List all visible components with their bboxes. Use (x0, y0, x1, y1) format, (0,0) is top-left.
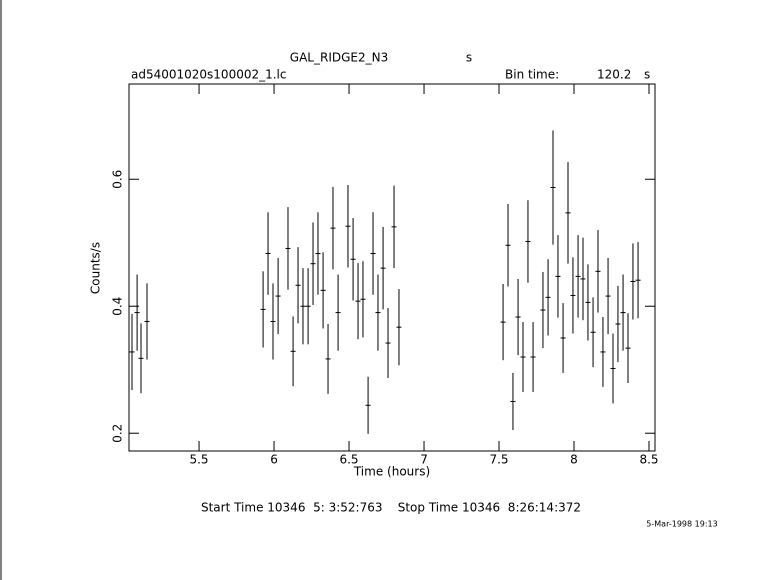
footer: Start Time 10346 5: 3:52:763 Stop Time 1… (201, 501, 581, 515)
y-tick-label: 0.2 (111, 424, 125, 443)
x-tick-label: 5.5 (189, 453, 208, 467)
x-axis-label: Time (hours) (353, 465, 430, 479)
bin-time-unit: s (644, 68, 650, 82)
bin-time: 120.2 (597, 68, 631, 82)
x-tick-label: 8.5 (639, 453, 658, 467)
title-unit: s (466, 51, 472, 65)
x-tick-label: 8 (570, 453, 578, 467)
date-stamp: 5-Mar-1998 19:13 (646, 520, 717, 529)
file-name: ad54001020s100002_1.lc (131, 68, 287, 82)
x-tick-label: 6.5 (339, 453, 358, 467)
y-tick-label: 0.4 (111, 297, 125, 316)
x-tick-label: 7.5 (489, 453, 508, 467)
y-tick-label: 0.6 (111, 170, 125, 189)
bin-time-label: Bin time: (505, 68, 559, 82)
x-tick-label: 6 (270, 453, 278, 467)
x-tick-label: 7 (420, 453, 428, 467)
y-axis-label: Counts/s (89, 242, 103, 294)
chart-title: GAL_RIDGE2_N3 (290, 51, 388, 65)
plot-frame (128, 83, 656, 452)
